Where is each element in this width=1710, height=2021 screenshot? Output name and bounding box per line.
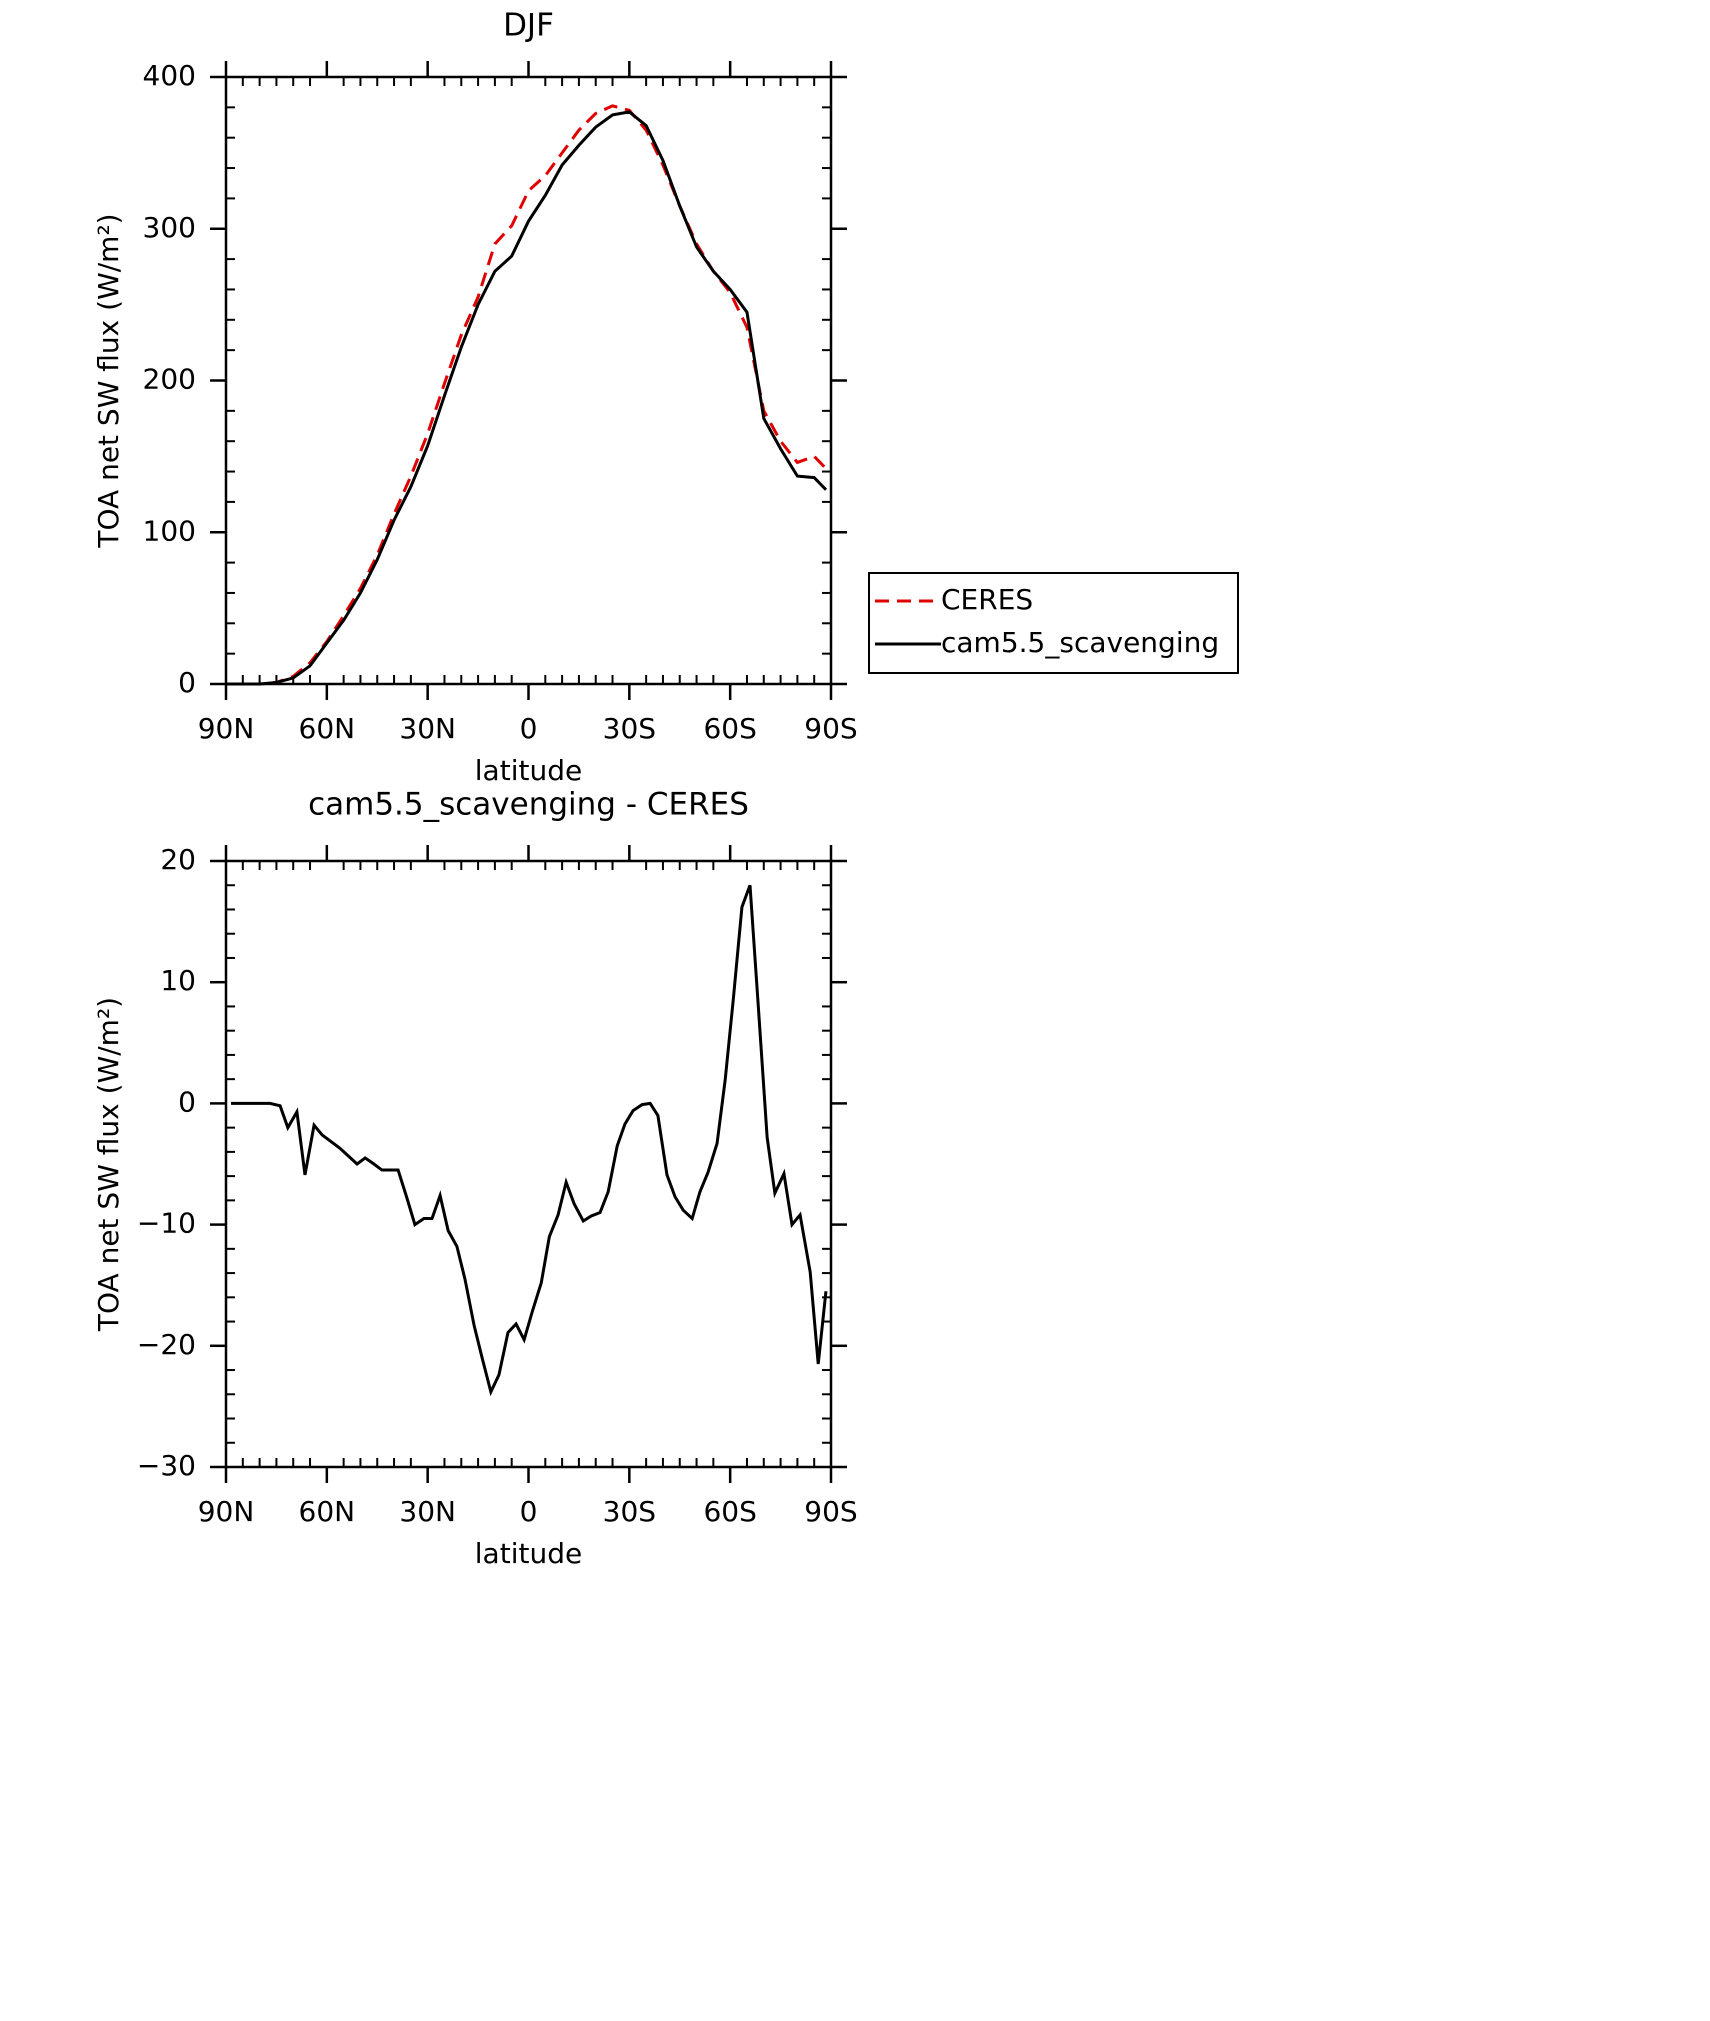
y-tick-label: 400 (143, 59, 196, 92)
x-tick-label: 30N (399, 1495, 456, 1528)
x-axis-title: latitude (475, 1537, 582, 1570)
legend-box (868, 572, 1239, 674)
x-tick-label: 0 (520, 1495, 538, 1528)
y-axis-title: TOA net SW flux (W/m²) (92, 997, 125, 1332)
y-tick-label: −30 (137, 1449, 196, 1482)
legend-label: cam5.5_scavenging (941, 626, 1219, 659)
x-tick-label: 30S (603, 712, 656, 745)
x-tick-label: 60N (299, 1495, 356, 1528)
y-tick-label: 0 (178, 1085, 196, 1118)
x-tick-label: 0 (520, 712, 538, 745)
y-tick-label: 10 (160, 964, 196, 997)
data-line (226, 110, 828, 686)
y-tick-label: 20 (160, 843, 196, 876)
plot-frame (224, 75, 833, 686)
y-tick-label: 100 (143, 514, 196, 547)
data-line (226, 104, 828, 686)
y-tick-label: −10 (137, 1207, 196, 1240)
y-tick-label: 0 (178, 666, 196, 699)
x-tick-label: 30N (399, 712, 456, 745)
x-axis-title: latitude (475, 754, 582, 787)
y-tick-label: 300 (143, 211, 196, 244)
x-tick-label: 90S (804, 1495, 857, 1528)
x-tick-label: 60S (703, 1495, 756, 1528)
y-axis-title: TOA net SW flux (W/m²) (92, 213, 125, 548)
x-tick-label: 90N (198, 1495, 255, 1528)
y-tick-label: 200 (143, 363, 196, 396)
y-tick-label: −20 (137, 1328, 196, 1361)
x-tick-label: 60S (703, 712, 756, 745)
data-line (231, 884, 828, 1397)
x-tick-label: 60N (299, 712, 356, 745)
x-tick-label: 30S (603, 1495, 656, 1528)
chart-title: cam5.5_scavenging - CERES (308, 787, 749, 823)
legend-label: CERES (941, 583, 1033, 616)
x-tick-label: 90S (804, 712, 857, 745)
plot-frame (224, 859, 833, 1469)
chart-title: DJF (503, 8, 554, 44)
x-tick-label: 90N (198, 712, 255, 745)
